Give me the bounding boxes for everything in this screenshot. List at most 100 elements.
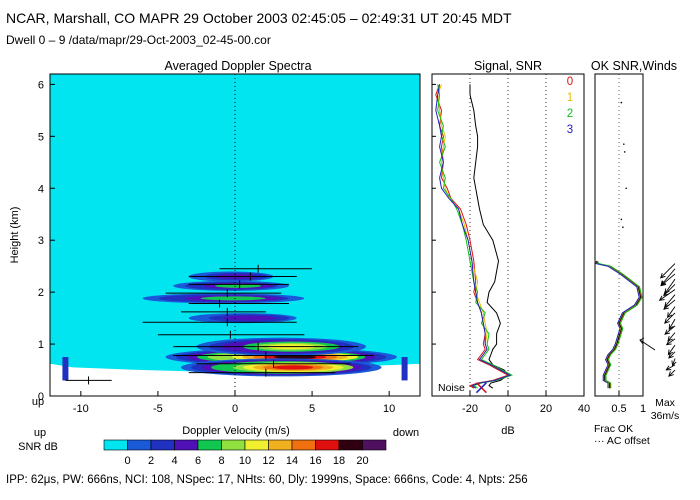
colorbar-swatch xyxy=(221,439,246,451)
wind-arrow xyxy=(666,338,676,346)
ac-offset-dot xyxy=(622,226,624,229)
wind-arrow xyxy=(664,325,676,335)
colorbar-swatches xyxy=(103,439,387,451)
noise-x-stroke xyxy=(475,382,487,394)
wind-arrowhead xyxy=(664,329,671,335)
wind-arrow xyxy=(672,358,676,366)
wind-arrow xyxy=(664,294,676,308)
wind-arrowhead xyxy=(665,365,672,371)
up-label-lower: up xyxy=(34,427,46,439)
radar-parameters: IPP: 62μs, PW: 666ns, NCI: 108, NSpec: 1… xyxy=(6,474,528,486)
wind-arrow xyxy=(666,364,676,371)
colorbar-ticks: 0 2 4 6 8 10 12 14 16 18 20 xyxy=(124,455,368,467)
wind-arrow xyxy=(660,268,676,286)
y-tick-label: 2 xyxy=(38,287,44,299)
colorbar-tick-label: 16 xyxy=(309,455,321,467)
wind-arrowhead xyxy=(668,353,674,359)
legend-entry: 0 xyxy=(567,76,573,88)
ac-offset-dot xyxy=(623,151,626,153)
colorbar-tick-label: 4 xyxy=(171,455,177,467)
wind-arrowhead xyxy=(667,349,673,356)
colorbar-swatch xyxy=(103,439,128,451)
spectra-wind-bars xyxy=(65,264,374,385)
ac-offset-dot xyxy=(620,218,623,221)
edge-clutter xyxy=(401,357,408,381)
wind-arrowhead xyxy=(663,304,669,310)
doppler-spectra-panel: Averaged Doppler Spectra 0 1 2 3 4 5 6 -10 -5 0 5 1… xyxy=(9,59,421,439)
wind-arrow xyxy=(659,289,676,301)
wind-arrowhead xyxy=(666,312,673,319)
colorbar-tick-label: 14 xyxy=(286,455,298,467)
edge-clutter xyxy=(62,357,69,381)
wind-arrowhead xyxy=(663,290,669,297)
wind-barbs xyxy=(639,263,677,377)
colorbar-tick-label: 8 xyxy=(218,455,224,467)
colorbar-label: SNR dB xyxy=(18,441,58,453)
spectra-ylabel: Height (km) xyxy=(9,207,21,264)
signal-series-line xyxy=(435,84,510,389)
wind-arrow xyxy=(664,278,676,294)
wind-arrow xyxy=(667,306,676,318)
wind-arrow xyxy=(663,299,676,310)
x-tick-label: -5 xyxy=(153,403,163,415)
y-tick-label: 3 xyxy=(38,235,44,247)
wind-arrow xyxy=(667,332,676,342)
wind-arrow xyxy=(660,263,676,279)
echo-contour xyxy=(200,296,266,301)
x-tick-label: 1 xyxy=(640,403,646,415)
spectra-title: Averaged Doppler Spectra xyxy=(164,59,311,73)
x-tick-label: -20 xyxy=(462,403,478,415)
wind-arrow xyxy=(668,351,676,359)
x-tick-label: 5 xyxy=(309,403,315,415)
x-tick-label: 20 xyxy=(540,403,552,415)
x-tick-label: 40 xyxy=(578,403,590,415)
echo-contour xyxy=(214,283,262,288)
x-tick-label: 0 xyxy=(505,403,511,415)
wind-arrowhead xyxy=(639,337,645,345)
wind-arrowhead xyxy=(671,360,677,367)
legend-entry: 1 xyxy=(567,92,573,104)
ac-offset-dot xyxy=(620,101,623,104)
spectra-axes: 0 1 2 3 4 5 6 -10 -5 0 5 10 xyxy=(38,73,421,415)
y-tick-label: 0 xyxy=(38,391,44,403)
winds-title: OK SNR,Winds xyxy=(591,59,677,73)
signal-series xyxy=(435,84,514,389)
colorbar-swatch xyxy=(127,439,152,451)
max-speed-label: 36m/s xyxy=(651,410,680,422)
legend-entry: 2 xyxy=(567,108,573,120)
colorbar-swatch xyxy=(150,439,175,451)
frac-ok-line xyxy=(595,260,642,389)
noise-label: Noise xyxy=(438,382,465,394)
signal-xlabel: dB xyxy=(501,425,514,437)
figure-title: NCAR, Marshall, CO MAPR 29 October 2003 … xyxy=(6,10,512,26)
colorbar-swatch xyxy=(244,439,269,451)
wind-arrowhead xyxy=(659,272,666,279)
signal-series-line xyxy=(435,84,512,389)
colorbar-swatch xyxy=(174,439,199,451)
x-tick-label: -10 xyxy=(73,403,89,415)
x-tick-label: 0 xyxy=(232,403,238,415)
echo-contour xyxy=(222,315,277,321)
wind-arrow xyxy=(660,273,676,286)
snr-colorbar: SNR dB 0 2 4 6 8 10 12 14 16 18 20 xyxy=(18,439,387,467)
ac-offset-dots xyxy=(620,101,627,229)
ac-offset-label: ··· AC offset xyxy=(594,435,650,447)
wind-arrowhead xyxy=(664,318,670,324)
signal-series-line xyxy=(469,84,509,389)
series-legend: 0 1 2 3 xyxy=(567,76,573,136)
ac-offset-dot xyxy=(625,187,627,190)
winds-axes: 0.5 1 xyxy=(611,74,646,415)
colorbar-tick-label: 20 xyxy=(356,455,368,467)
y-tick-label: 4 xyxy=(38,183,44,195)
colorbar-swatch xyxy=(291,439,316,451)
down-label: down xyxy=(393,427,419,439)
wind-arrow xyxy=(668,344,676,355)
colorbar-tick-label: 12 xyxy=(262,455,274,467)
noise-marker-icon xyxy=(475,382,487,394)
frac-ok-label: Frac OK xyxy=(594,423,633,435)
wind-arrowhead xyxy=(660,280,667,287)
wind-arrow xyxy=(639,339,656,351)
wind-arrowhead xyxy=(667,335,673,342)
spectra-xlabel: Doppler Velocity (m/s) xyxy=(182,425,290,437)
